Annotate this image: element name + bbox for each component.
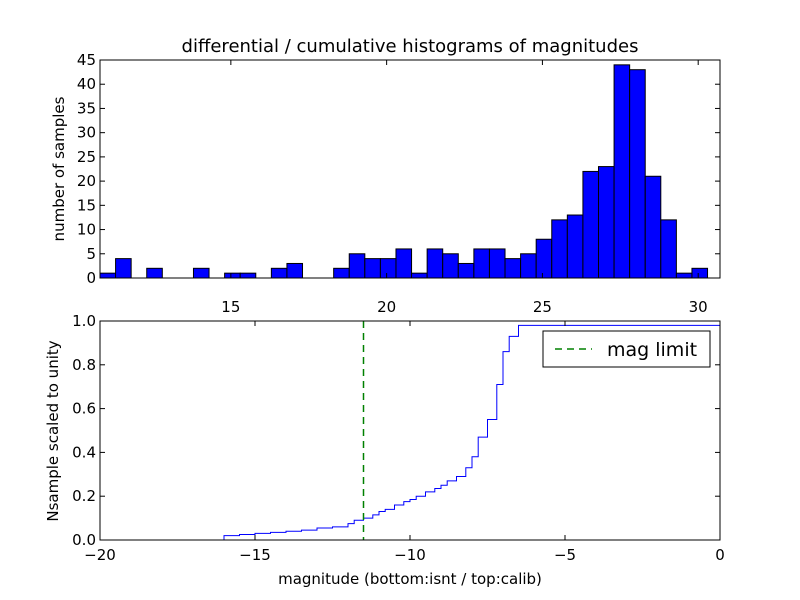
histogram-x-tick-label: 20 xyxy=(377,298,396,316)
histogram-bar xyxy=(239,272,257,279)
histogram-bar xyxy=(504,258,522,279)
histogram-x-tick-label: 15 xyxy=(221,298,240,316)
histogram-bar xyxy=(442,253,459,279)
histogram-y-tick-label: 20 xyxy=(77,172,96,190)
histogram-bar xyxy=(691,267,709,279)
histogram-bar xyxy=(395,248,413,279)
cumulative-x-tick-label: 0 xyxy=(715,546,725,564)
cumulative-y-axis-label: Nsample scaled to unity xyxy=(44,340,62,521)
histogram-bar xyxy=(411,272,428,279)
histogram-y-tick-label: 25 xyxy=(77,148,96,166)
histogram-y-tick-label: 35 xyxy=(77,99,96,117)
histogram-y-tick-label: 0 xyxy=(86,269,96,287)
cumulative-x-tick-label: −15 xyxy=(239,546,271,564)
histogram-bar xyxy=(364,258,381,279)
histogram-bar xyxy=(520,253,537,279)
histogram-bar xyxy=(582,170,599,279)
histogram-chart: differential / cumulative histograms of … xyxy=(50,36,721,316)
histogram-y-tick-label: 45 xyxy=(77,51,96,69)
cumulative-chart: Nsample scaled to unity magnitude (botto… xyxy=(44,312,725,588)
cumulative-y-tick-label: 0.6 xyxy=(72,400,96,418)
cumulative-x-tick-label: −10 xyxy=(394,546,426,564)
histogram-bar xyxy=(146,267,163,279)
histogram-bar xyxy=(535,238,553,279)
histogram-bar xyxy=(426,248,444,279)
histogram-bar xyxy=(333,267,350,279)
cumulative-x-axis-label: magnitude (bottom:isnt / top:calib) xyxy=(278,570,542,588)
histogram-bar xyxy=(597,166,615,279)
histogram-y-tick-label: 10 xyxy=(77,221,96,239)
histogram-bars xyxy=(99,64,709,279)
cumulative-y-tick-label: 0.4 xyxy=(72,443,96,461)
histogram-bar xyxy=(224,272,241,279)
histogram-y-tick-label: 30 xyxy=(77,124,96,142)
histogram-bar xyxy=(644,175,662,279)
histogram-y-axis-label: number of samples xyxy=(50,96,68,241)
histogram-ticks: 0 5 10 15 20 25 30 35 40 45 15 20 25 30 xyxy=(77,51,720,316)
cumulative-ticks: 0.0 0.2 0.4 0.6 0.8 1.0 −20 −15 −10 −5 0 xyxy=(72,312,725,564)
histogram-y-tick-label: 40 xyxy=(77,75,96,93)
histogram-bar xyxy=(348,253,366,279)
histogram-bar xyxy=(551,219,568,279)
histogram-bar xyxy=(675,272,693,279)
cumulative-x-tick-label: −5 xyxy=(554,546,576,564)
cumulative-x-tick-label: −20 xyxy=(84,546,116,564)
histogram-title: differential / cumulative histograms of … xyxy=(182,36,639,57)
legend: mag limit xyxy=(542,330,711,368)
legend-label: mag limit xyxy=(607,339,697,361)
histogram-bar xyxy=(192,267,210,279)
histogram-bar xyxy=(473,248,490,279)
histogram-bar xyxy=(488,248,506,279)
cumulative-step-line xyxy=(100,321,721,541)
histogram-bar xyxy=(629,69,646,279)
histogram-bar xyxy=(115,258,132,279)
histogram-y-tick-label: 15 xyxy=(77,196,96,214)
histogram-x-tick-label: 30 xyxy=(689,298,708,316)
histogram-plot-frame xyxy=(99,59,721,279)
histogram-bar xyxy=(270,267,288,279)
histogram-bar xyxy=(660,219,677,279)
cumulative-y-tick-label: 0.2 xyxy=(72,487,96,505)
histogram-bar xyxy=(613,64,631,279)
histogram-bar xyxy=(457,262,475,279)
histogram-bar xyxy=(99,272,117,279)
histogram-bar xyxy=(379,258,397,279)
histogram-y-tick-label: 5 xyxy=(86,245,96,263)
cumulative-y-tick-label: 0.0 xyxy=(72,531,96,549)
cumulative-y-tick-label: 1.0 xyxy=(72,312,96,330)
histogram-bar xyxy=(566,214,584,279)
cumulative-plot-frame xyxy=(99,320,721,541)
histogram-bar xyxy=(286,262,304,279)
cumulative-y-tick-label: 0.8 xyxy=(72,356,96,374)
histogram-x-tick-label: 25 xyxy=(533,298,552,316)
